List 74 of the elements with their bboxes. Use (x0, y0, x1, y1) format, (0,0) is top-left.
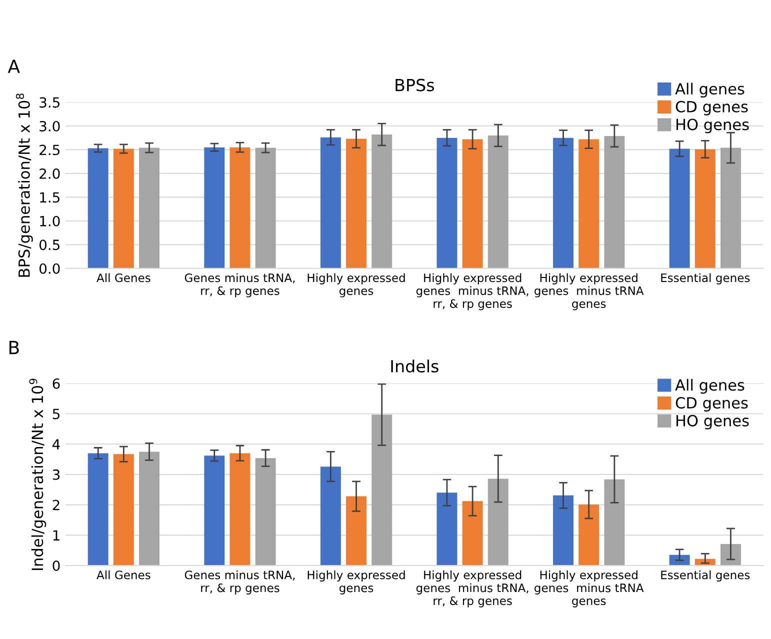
x-tick-label: All Genes (96, 570, 150, 580)
y-tick-label: 2.0 (40, 168, 60, 179)
y-tick-label: 4 (52, 439, 60, 450)
x-tick-label: Genes minus tRNA, rr, & rp genes (184, 570, 295, 594)
x-tick-label: Highly expressed genes (308, 570, 405, 594)
x-tick-label: All Genes (96, 273, 150, 282)
y-axis-title: BPS/generation/Nt x 10$^{8}$ (16, 94, 33, 277)
bar (436, 138, 458, 268)
chart-title: BPSs (396, 78, 434, 92)
bar (230, 147, 250, 268)
bar (204, 147, 225, 268)
bar (604, 136, 625, 268)
bar (113, 454, 134, 566)
legend-label: HO genes (676, 414, 749, 430)
bar (578, 139, 600, 268)
bar (720, 544, 741, 566)
y-tick-label: 3 (52, 469, 60, 480)
chart-title: Indels (391, 360, 438, 373)
bar (346, 496, 366, 566)
bar (578, 504, 600, 566)
x-tick-label: Genes minus tRNA, rr, & rp genes (184, 273, 295, 298)
x-tick-label: Highly expressed genes (308, 273, 405, 298)
x-tick-label: Highly expressed genes minus tRNA, rr, & rp genes (416, 273, 528, 310)
y-tick-label: 1 (53, 530, 60, 540)
bar (669, 148, 690, 268)
legend-label: HO genes (676, 118, 749, 134)
bar (320, 137, 341, 268)
bar (553, 495, 574, 566)
x-tick-label: Highly expressed genes minus tRNA genes (534, 570, 644, 608)
bar (604, 479, 625, 566)
bar (372, 414, 392, 566)
y-tick-label: 0.0 (40, 263, 60, 274)
bar (113, 148, 134, 268)
bar (720, 148, 741, 268)
y-axis-title: Indel/generation/Nt x 10$^{9}$ (29, 378, 46, 570)
bar (139, 452, 160, 566)
bar (88, 453, 108, 566)
legend-label: CD genes (676, 397, 748, 412)
bar (462, 501, 483, 566)
legend-label: CD genes (676, 100, 748, 116)
y-tick-label: 0 (52, 560, 60, 571)
legend-label: All genes (675, 378, 744, 394)
bar (255, 148, 276, 268)
bar (462, 139, 483, 268)
y-tick-label: 2 (52, 500, 60, 510)
bar (436, 492, 458, 566)
bar (346, 138, 366, 268)
bar (230, 453, 250, 566)
x-tick-label: Essential genes (661, 273, 750, 284)
bar (139, 148, 160, 268)
y-tick-label: 3.0 (40, 120, 60, 132)
bar (255, 458, 276, 566)
bar (669, 554, 690, 566)
bar (488, 478, 508, 566)
text: B (9, 340, 19, 354)
bar (372, 134, 392, 268)
y-tick-label: 2.5 (40, 144, 60, 156)
y-tick-label: 0.5 (40, 240, 60, 250)
y-tick-label: 1.5 (40, 192, 60, 203)
x-tick-label: Essential genes (661, 570, 750, 582)
bar (204, 456, 225, 566)
legend-label: All genes (675, 82, 744, 98)
bar (320, 466, 341, 566)
y-tick-label: 6 (52, 378, 60, 389)
bar (488, 135, 508, 268)
bar (694, 149, 716, 268)
y-tick-label: 3.5 (40, 97, 60, 108)
bar (553, 138, 574, 268)
y-tick-label: 5 (52, 408, 60, 420)
x-tick-label: Highly expressed genes minus tRNA genes (534, 273, 644, 310)
y-tick-label: 1.0 (40, 216, 60, 226)
x-tick-label: Highly expressed genes minus tRNA, rr, & rp genes (416, 570, 528, 608)
bar (88, 148, 108, 268)
text: A (8, 60, 20, 73)
